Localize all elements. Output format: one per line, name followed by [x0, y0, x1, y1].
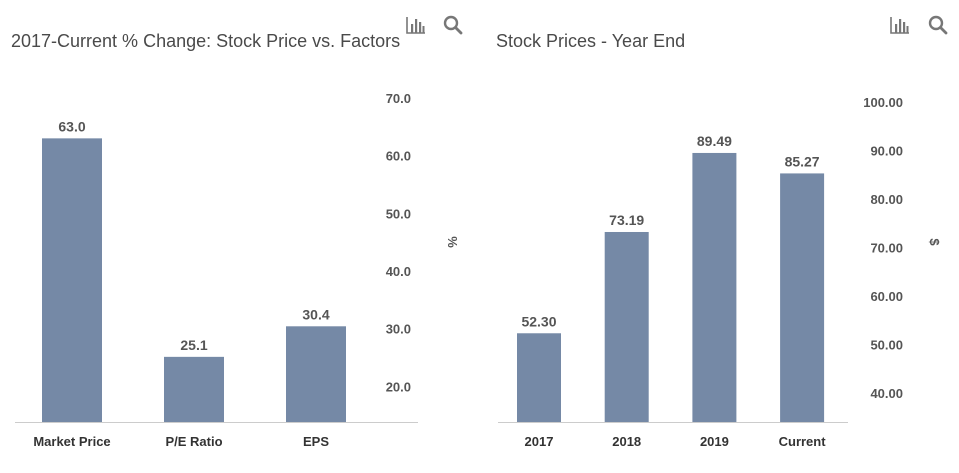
bar-value-label: 25.1	[180, 337, 207, 353]
bar-chart-right: 40.00 50.00 60.00 70.00 80.00 90.00 100.00 $52.…	[498, 95, 942, 449]
bar[interactable]	[780, 173, 825, 422]
y-tick-label: 20.0	[386, 379, 411, 394]
bar[interactable]	[692, 152, 737, 422]
chart-title: Stock Prices - Year End	[496, 31, 686, 51]
y-tick-label: 60.0	[386, 149, 411, 164]
y-tick-label: 40.00	[870, 386, 903, 401]
bar-chart-left: 20.0 30.0 40.0 50.0 60.0 70.0% 63.0 Market Pric…	[15, 91, 460, 449]
y-tick-label: 60.00	[870, 289, 903, 304]
search-icon[interactable]	[442, 14, 464, 36]
y-tick-label: 70.00	[870, 240, 903, 255]
x-tick-label: P/E Ratio	[165, 434, 222, 449]
y-tick-label: 90.00	[870, 143, 903, 158]
x-tick-label: 2017	[525, 434, 554, 449]
y-tick-label: 100.00	[863, 95, 903, 110]
x-tick-label: 2018	[612, 434, 641, 449]
y-tick-label: 30.0	[386, 322, 411, 337]
bar[interactable]	[286, 326, 346, 422]
bar-value-label: 52.30	[521, 313, 556, 329]
chart-panel-left: 2017-Current % Change: Stock Price vs. F…	[11, 14, 464, 449]
search-icon[interactable]	[927, 14, 949, 36]
chart-title: 2017-Current % Change: Stock Price vs. F…	[11, 31, 401, 51]
y-tick-label: 50.00	[870, 337, 903, 352]
x-tick-label: Current	[779, 434, 827, 449]
bar-value-label: 30.4	[302, 306, 329, 322]
bar[interactable]	[517, 333, 561, 422]
bar[interactable]	[42, 138, 102, 422]
x-tick-label: 2019	[700, 434, 729, 449]
y-axis-title: $	[927, 238, 942, 246]
chart-panel-right: Stock Prices - Year End 40.00 50.00 60.00 7…	[480, 0, 959, 473]
bar[interactable]	[604, 231, 649, 422]
bar-value-label: 63.0	[58, 118, 85, 134]
x-tick-label: Market Price	[33, 434, 110, 449]
bar-value-label: 89.49	[697, 133, 732, 149]
x-tick-label: EPS	[303, 434, 329, 449]
y-axis-title: %	[445, 236, 460, 248]
y-tick-label: 40.0	[386, 264, 411, 279]
bar-chart-icon[interactable]	[405, 14, 427, 36]
bar-value-label: 73.19	[609, 212, 644, 228]
bar[interactable]	[164, 356, 224, 422]
bar-chart-icon[interactable]	[889, 14, 911, 36]
y-tick-label: 70.0	[386, 91, 411, 106]
y-tick-label: 50.0	[386, 206, 411, 221]
bar-value-label: 85.27	[785, 153, 820, 169]
y-tick-label: 80.00	[870, 192, 903, 207]
